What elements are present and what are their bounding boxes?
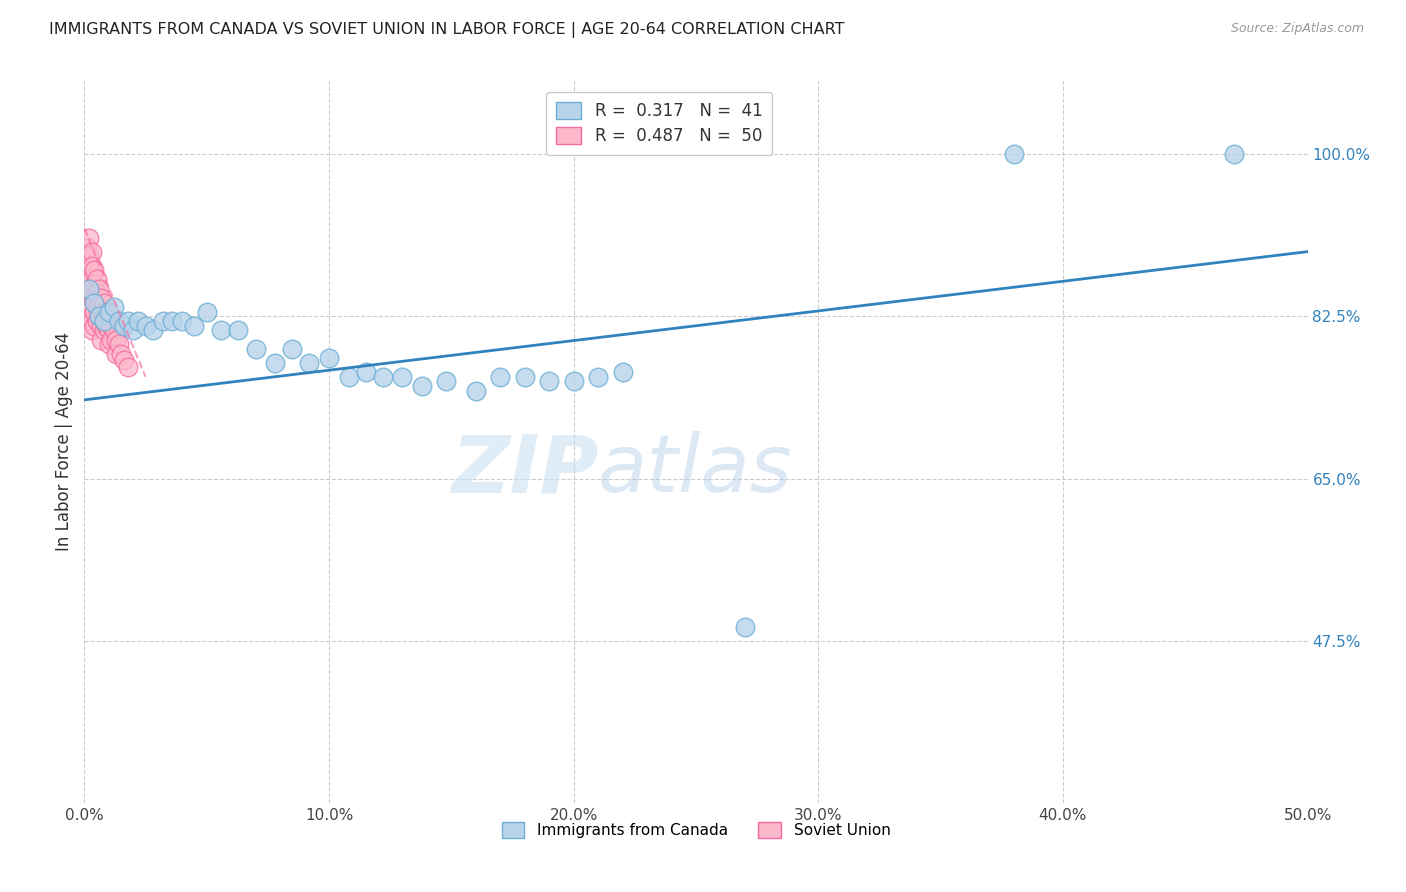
Point [80,244,103,259]
Point [107,337,129,351]
Point [96,305,118,319]
Point [103,300,125,314]
Point [162,314,184,328]
Point [298,356,321,370]
Point [76,259,98,273]
Point [513,369,536,384]
Point [112,353,135,368]
Point [87,310,110,324]
Point [245,342,267,356]
Y-axis label: In Labor Force | Age 20-64: In Labor Force | Age 20-64 [55,332,73,551]
Point [100,318,122,333]
Point [117,360,139,375]
Point [391,369,413,384]
Point [172,314,194,328]
Point [77,291,100,305]
Point [142,323,165,337]
Point [93,310,115,324]
Point [97,323,120,337]
Point [586,369,609,384]
Point [90,305,112,319]
Point [112,318,135,333]
Point [127,314,149,328]
Point [110,346,132,360]
Point [538,375,561,389]
Point [96,318,118,333]
Text: ZIP: ZIP [451,432,598,509]
Text: IMMIGRANTS FROM CANADA VS SOVIET UNION IN LABOR FORCE | AGE 20-64 CORRELATION CH: IMMIGRANTS FROM CANADA VS SOVIET UNION I… [49,22,845,38]
Point [122,323,145,337]
Point [1002,147,1025,161]
Point [97,337,120,351]
Point [77,249,100,263]
Point [337,369,360,384]
Point [83,295,105,310]
Point [80,300,103,314]
Legend: Immigrants from Canada, Soviet Union: Immigrants from Canada, Soviet Union [494,814,898,846]
Text: Source: ZipAtlas.com: Source: ZipAtlas.com [1230,22,1364,36]
Point [117,314,139,328]
Point [228,323,250,337]
Point [135,318,157,333]
Point [209,323,232,337]
Point [77,231,100,245]
Point [411,379,433,393]
Point [77,282,100,296]
Point [97,310,120,324]
Point [107,314,129,328]
Point [86,272,108,286]
Point [354,365,377,379]
Point [105,333,128,347]
Point [318,351,340,366]
Point [464,384,486,398]
Point [100,333,122,347]
Point [86,286,108,301]
Point [562,375,585,389]
Point [76,295,98,310]
Point [80,323,103,337]
Point [93,314,115,328]
Point [436,375,458,389]
Point [86,314,108,328]
Point [90,291,112,305]
Point [489,369,512,384]
Point [80,272,103,286]
Point [105,346,128,360]
Point [83,318,105,333]
Point [77,305,100,319]
Point [734,620,756,634]
Point [83,305,105,319]
Point [183,318,205,333]
Point [281,342,304,356]
Point [264,356,287,370]
Point [93,323,115,337]
Point [152,314,174,328]
Point [80,286,103,301]
Point [87,310,110,324]
Point [612,365,634,379]
Point [97,305,120,319]
Point [80,259,103,273]
Point [77,277,100,291]
Point [90,318,112,333]
Point [87,295,110,310]
Point [76,277,98,291]
Point [83,291,105,305]
Point [83,277,105,291]
Point [83,263,105,277]
Point [90,333,112,347]
Point [371,369,394,384]
Point [87,282,110,296]
Point [195,305,218,319]
Point [1223,147,1246,161]
Point [76,240,98,254]
Point [80,314,103,328]
Text: atlas: atlas [598,432,793,509]
Point [93,295,115,310]
Point [77,263,100,277]
Point [86,300,108,314]
Point [103,323,125,337]
